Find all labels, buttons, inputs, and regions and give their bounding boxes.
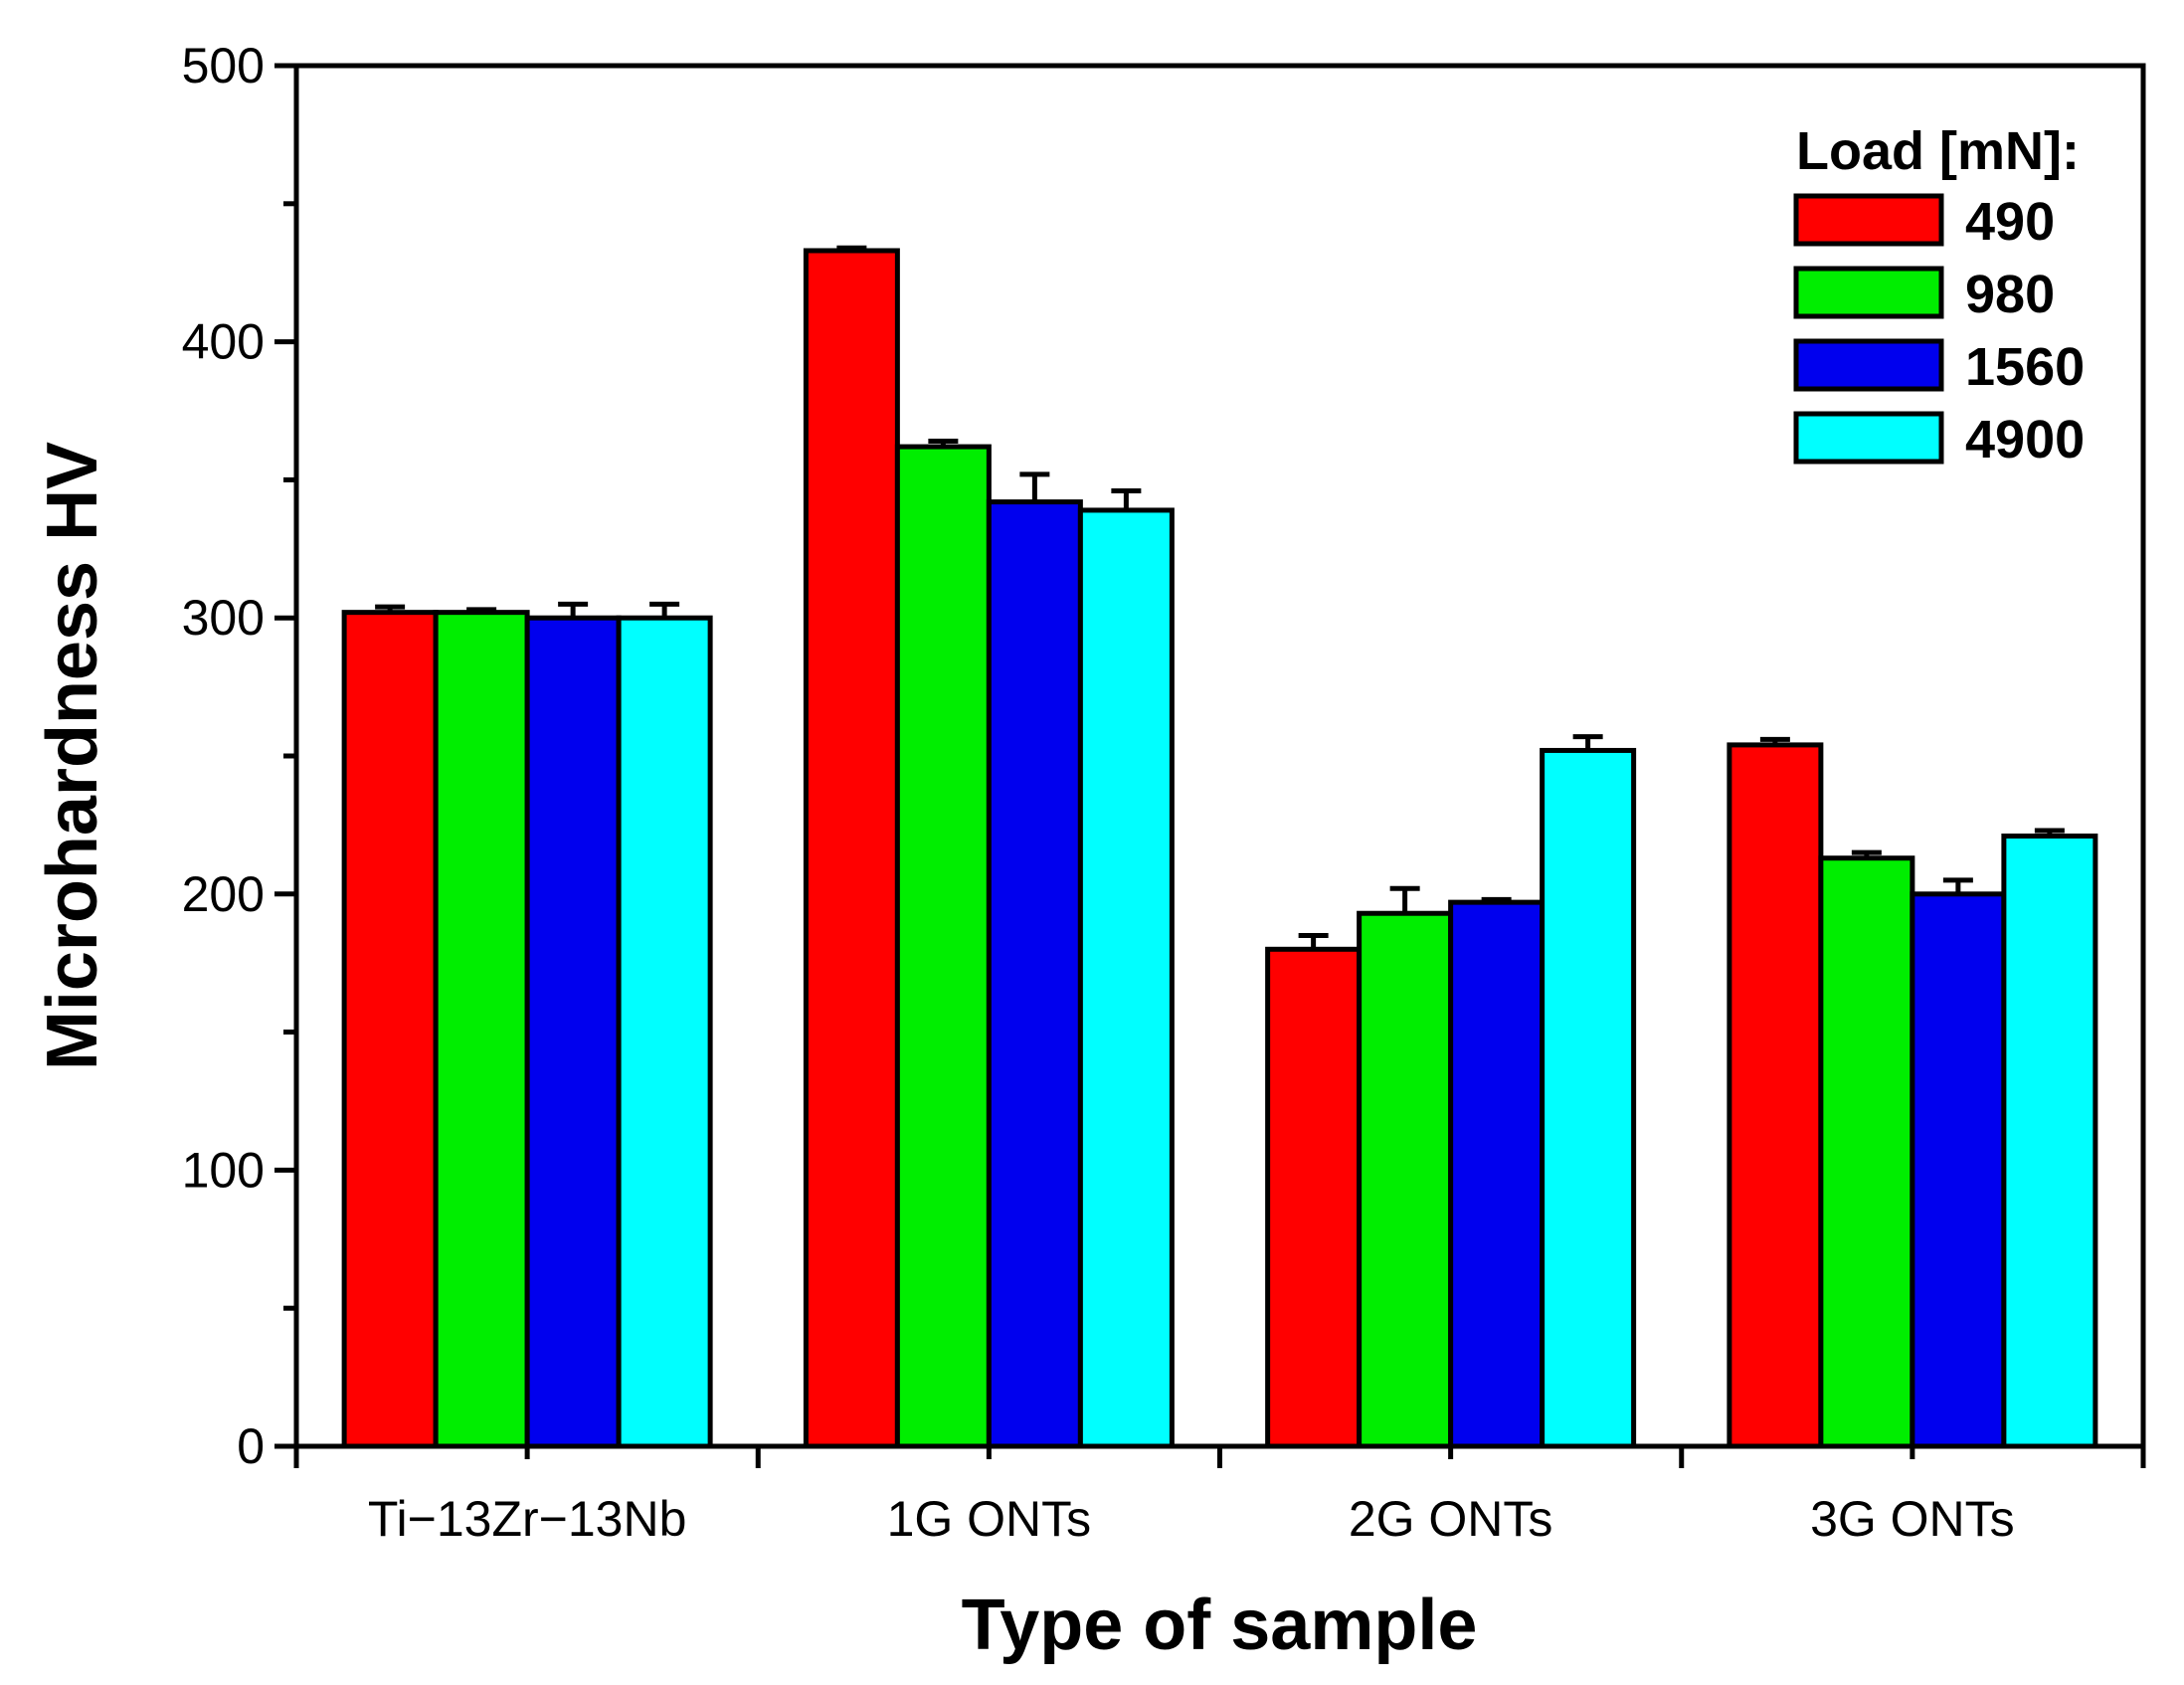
bar-490: [1727, 742, 1824, 1449]
legend-swatch-4900: [1793, 411, 1944, 465]
bar-980: [894, 444, 992, 1449]
y-tick-label: 400: [182, 314, 265, 370]
bar-980: [1818, 855, 1915, 1449]
bar-1560: [524, 615, 622, 1449]
bar-980: [1357, 910, 1454, 1449]
legend-swatch-1560: [1793, 338, 1944, 392]
y-tick-label: 0: [237, 1418, 265, 1474]
x-axis-title: Type of sample: [962, 1586, 1478, 1665]
y-axis-title: Microhardness HV: [33, 442, 112, 1070]
bar-4900: [1540, 747, 1637, 1449]
legend-title: Load [mN]:: [1796, 121, 2080, 181]
x-tick-label: 1G ONTs: [887, 1491, 1092, 1547]
y-tick-label: 200: [182, 866, 265, 922]
y-tick-label: 300: [182, 590, 265, 646]
y-axis-ticks: 0 100 200 300 400 500: [182, 38, 296, 1474]
bar-1560: [986, 499, 1083, 1449]
bar-1560: [1910, 891, 2007, 1449]
legend: Load [mN]: 490 980 1560 4900: [1793, 121, 2085, 469]
x-tick-label: 3G ONTs: [1810, 1491, 2015, 1547]
bar-980: [433, 610, 530, 1449]
y-tick-label: 500: [182, 38, 265, 94]
legend-swatch-490: [1793, 193, 1944, 247]
bar-4900: [2001, 834, 2098, 1449]
bar-4900: [616, 615, 713, 1449]
x-tick-label: 2G ONTs: [1349, 1491, 1553, 1547]
bar-1560: [1448, 899, 1546, 1449]
bar-490: [1265, 946, 1363, 1449]
y-tick-label: 100: [182, 1142, 265, 1198]
legend-swatch-980: [1793, 266, 1944, 319]
legend-label: 490: [1965, 192, 2055, 252]
legend-label: 1560: [1965, 337, 2085, 397]
bar-4900: [1077, 507, 1175, 1449]
bar-490: [803, 248, 900, 1449]
bar-490: [341, 610, 439, 1449]
legend-label: 4900: [1965, 410, 2085, 469]
x-axis-ticks: Ti−13Zr−13Nb 1G ONTs 2G ONTs 3G ONTs: [293, 1446, 2146, 1547]
legend-label: 980: [1965, 265, 2055, 324]
x-tick-label: Ti−13Zr−13Nb: [368, 1491, 687, 1547]
